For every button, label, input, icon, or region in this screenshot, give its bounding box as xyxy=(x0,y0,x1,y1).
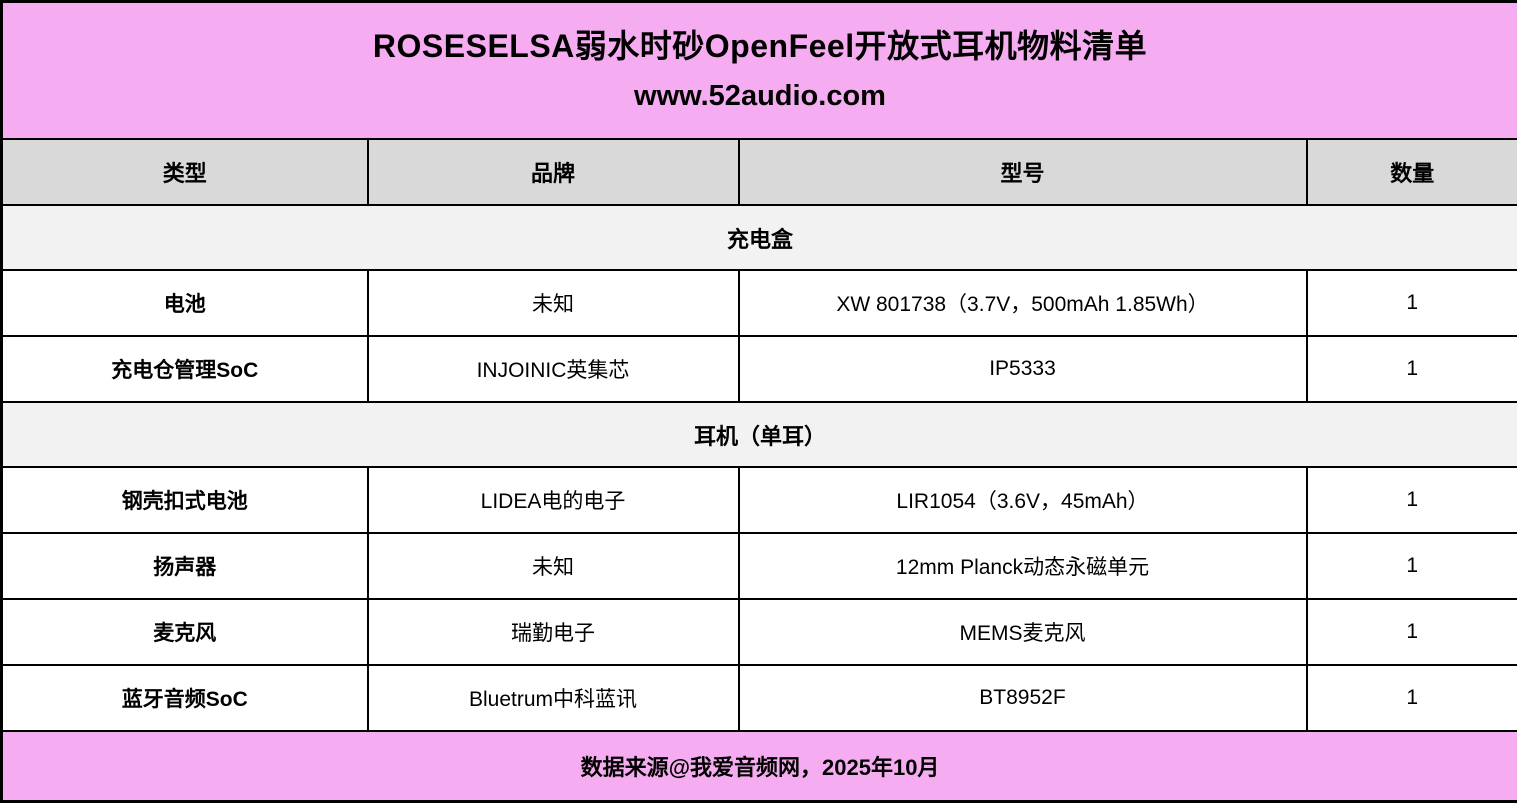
title-row: ROSESELSA弱水时砂OpenFeel开放式耳机物料清单 www.52aud… xyxy=(2,2,1517,140)
column-header-brand: 品牌 xyxy=(368,139,739,205)
cell-qty: 1 xyxy=(1307,599,1517,665)
cell-qty: 1 xyxy=(1307,336,1517,402)
site-url-text: www.52audio.com xyxy=(3,79,1517,114)
table-row: 蓝牙音频SoC Bluetrum中科蓝讯 BT8952F 1 xyxy=(2,665,1517,731)
cell-type: 蓝牙音频SoC xyxy=(2,665,368,731)
section-row-earbud: 耳机（单耳） xyxy=(2,402,1517,467)
table-row: 麦克风 瑞勤电子 MEMS麦克风 1 xyxy=(2,599,1517,665)
section-row-charging-case: 充电盒 xyxy=(2,205,1517,270)
cell-model: 12mm Planck动态永磁单元 xyxy=(739,533,1307,599)
cell-type: 钢壳扣式电池 xyxy=(2,467,368,533)
cell-brand: 未知 xyxy=(368,270,739,336)
cell-brand: 瑞勤电子 xyxy=(368,599,739,665)
cell-model: XW 801738（3.7V，500mAh 1.85Wh） xyxy=(739,270,1307,336)
table-row: 扬声器 未知 12mm Planck动态永磁单元 1 xyxy=(2,533,1517,599)
cell-qty: 1 xyxy=(1307,533,1517,599)
cell-brand: Bluetrum中科蓝讯 xyxy=(368,665,739,731)
cell-brand: 未知 xyxy=(368,533,739,599)
table-row: 钢壳扣式电池 LIDEA电的电子 LIR1054（3.6V，45mAh） 1 xyxy=(2,467,1517,533)
cell-qty: 1 xyxy=(1307,665,1517,731)
column-header-type: 类型 xyxy=(2,139,368,205)
cell-type: 扬声器 xyxy=(2,533,368,599)
table-row: 电池 未知 XW 801738（3.7V，500mAh 1.85Wh） 1 xyxy=(2,270,1517,336)
column-header-row: 类型 品牌 型号 数量 xyxy=(2,139,1517,205)
footer-row: 数据来源@我爱音频网，2025年10月 xyxy=(2,731,1517,802)
column-header-qty: 数量 xyxy=(1307,139,1517,205)
cell-brand: LIDEA电的电子 xyxy=(368,467,739,533)
cell-model: LIR1054（3.6V，45mAh） xyxy=(739,467,1307,533)
cell-qty: 1 xyxy=(1307,467,1517,533)
cell-model: BT8952F xyxy=(739,665,1307,731)
title-block: ROSESELSA弱水时砂OpenFeel开放式耳机物料清单 www.52aud… xyxy=(2,2,1517,140)
column-header-model: 型号 xyxy=(739,139,1307,205)
cell-type: 麦克风 xyxy=(2,599,368,665)
cell-brand: INJOINIC英集芯 xyxy=(368,336,739,402)
table-row: 充电仓管理SoC INJOINIC英集芯 IP5333 1 xyxy=(2,336,1517,402)
cell-model: MEMS麦克风 xyxy=(739,599,1307,665)
section-header-charging-case: 充电盒 xyxy=(2,205,1517,270)
data-source-note: 数据来源@我爱音频网，2025年10月 xyxy=(2,731,1517,802)
cell-type: 电池 xyxy=(2,270,368,336)
section-header-earbud: 耳机（单耳） xyxy=(2,402,1517,467)
page-title: ROSESELSA弱水时砂OpenFeel开放式耳机物料清单 xyxy=(3,27,1517,65)
cell-model: IP5333 xyxy=(739,336,1307,402)
cell-qty: 1 xyxy=(1307,270,1517,336)
cell-type: 充电仓管理SoC xyxy=(2,336,368,402)
